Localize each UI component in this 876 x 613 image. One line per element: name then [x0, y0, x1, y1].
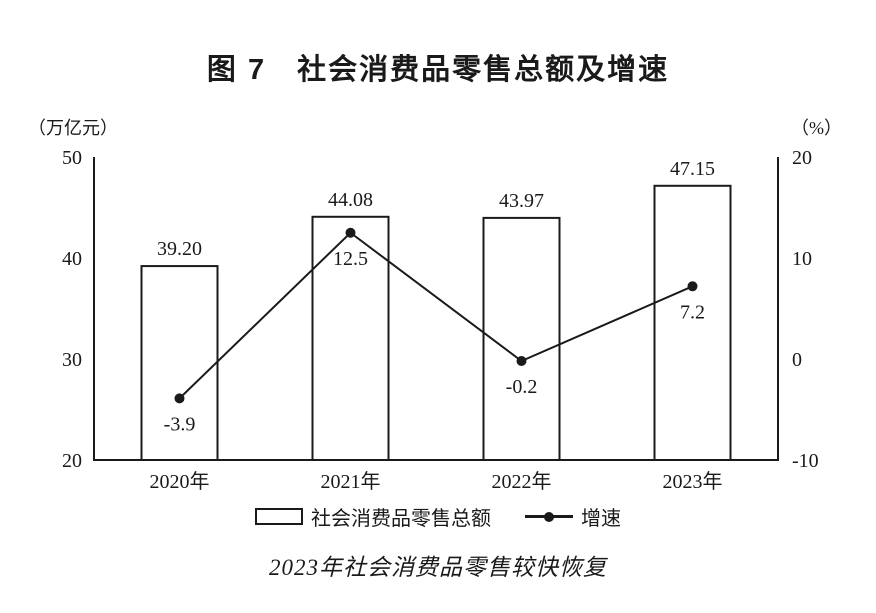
line-dot-swatch-icon	[525, 511, 573, 522]
bar-value-label: 43.97	[499, 190, 544, 212]
bar-value-label: 44.08	[328, 189, 373, 211]
x-axis-category-label: 2020年	[150, 470, 210, 493]
growth-rate-point	[174, 393, 185, 404]
left-axis-tick-label: 50	[62, 147, 82, 169]
x-axis-category-label: 2023年	[663, 470, 723, 493]
figure-caption: 2023年社会消费品零售较快恢复	[269, 555, 607, 580]
right-axis-tick-label: 10	[792, 248, 812, 270]
bar-outline-swatch-icon	[255, 508, 303, 525]
growth-rate-point	[516, 356, 527, 367]
right-axis-tick-label: 0	[792, 349, 802, 371]
right-axis-tick-label: 20	[792, 147, 812, 169]
growth-rate-point-label: 7.2	[680, 301, 705, 323]
x-axis-category-label: 2022年	[492, 470, 552, 493]
bar-2020年	[140, 265, 219, 461]
x-axis-category-label: 2021年	[321, 470, 381, 493]
growth-rate-point	[687, 281, 698, 292]
growth-rate-point-label: -0.2	[506, 376, 538, 398]
right-axis-tick-label: -10	[792, 450, 819, 472]
bar-2022年	[482, 216, 561, 461]
growth-rate-point-label: -3.9	[164, 413, 196, 435]
legend-item-growth-rate: 增速	[525, 502, 621, 531]
line-dot-marker-icon	[544, 511, 554, 522]
chart-legend: 社会消费品零售总额 增速	[0, 502, 876, 531]
left-axis-tick-label: 30	[62, 349, 82, 371]
growth-rate-point-label: 12.5	[333, 248, 368, 270]
legend-label-retail-total: 社会消费品零售总额	[311, 508, 491, 530]
legend-item-retail-total: 社会消费品零售总额	[255, 502, 491, 531]
left-axis-tick-label: 20	[62, 450, 82, 472]
growth-rate-point	[345, 227, 356, 238]
bar-value-label: 39.20	[157, 238, 202, 260]
left-axis-unit-label: （万亿元）	[28, 118, 118, 138]
legend-label-growth-rate: 增速	[581, 508, 621, 530]
bar-2023年	[653, 184, 732, 461]
figure-title: 图 7 社会消费品零售总额及增速	[206, 54, 670, 86]
bar-value-label: 47.15	[670, 158, 715, 180]
growth-rate-line	[178, 231, 693, 400]
left-axis-tick-label: 40	[62, 248, 82, 270]
right-axis-unit-label: （%）	[791, 118, 842, 138]
